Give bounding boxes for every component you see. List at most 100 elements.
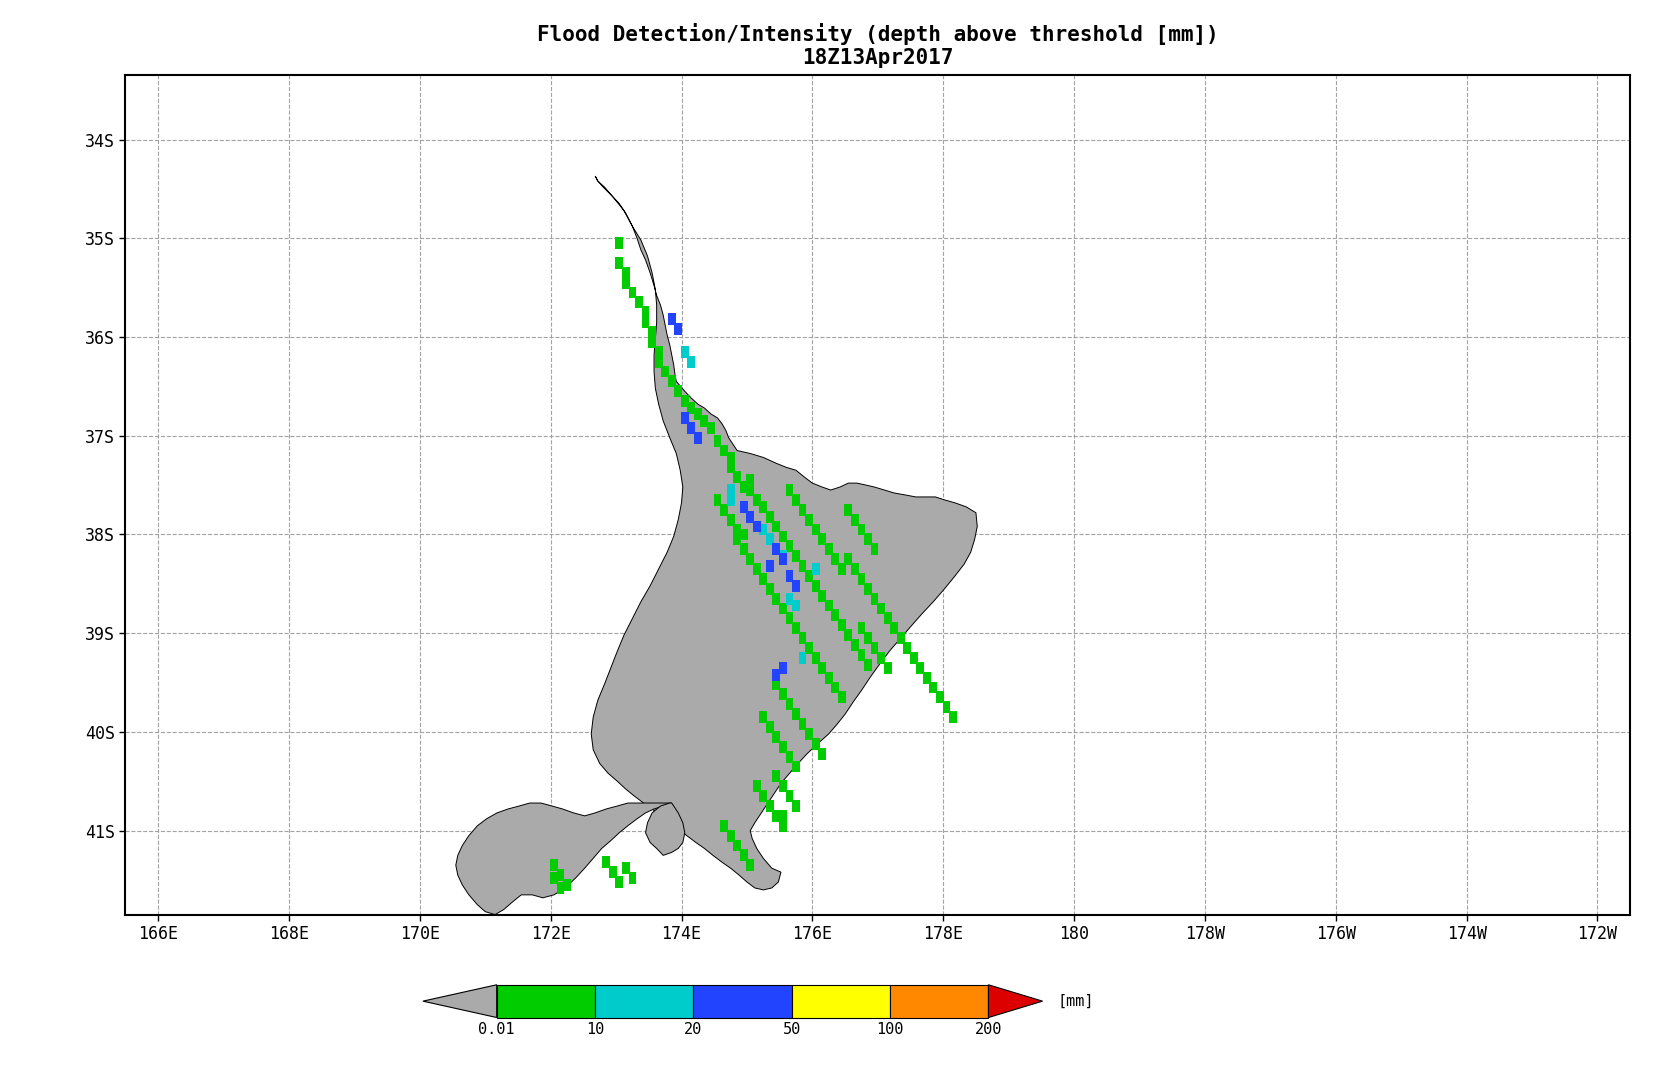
- Bar: [642, 307, 649, 318]
- Bar: [721, 504, 727, 515]
- Bar: [766, 561, 774, 572]
- Bar: [786, 751, 794, 763]
- Bar: [793, 801, 799, 812]
- Bar: [642, 316, 649, 328]
- Bar: [786, 790, 794, 802]
- Bar: [766, 511, 774, 523]
- Bar: [772, 679, 781, 691]
- Bar: [799, 561, 806, 572]
- Bar: [896, 633, 905, 645]
- Bar: [884, 662, 891, 674]
- Bar: [950, 711, 956, 723]
- Bar: [615, 876, 624, 888]
- Bar: [766, 583, 774, 595]
- Bar: [602, 856, 610, 868]
- Bar: [694, 985, 793, 1018]
- Bar: [864, 583, 871, 595]
- Bar: [772, 521, 781, 533]
- Bar: [824, 599, 833, 611]
- Bar: [786, 698, 794, 710]
- Text: 0.01: 0.01: [478, 1022, 515, 1037]
- Bar: [838, 692, 846, 704]
- Bar: [550, 860, 558, 872]
- Text: 10: 10: [585, 1022, 604, 1037]
- Bar: [786, 540, 794, 552]
- Bar: [806, 642, 813, 654]
- Bar: [635, 297, 644, 309]
- Bar: [793, 550, 799, 562]
- Bar: [793, 494, 799, 506]
- Bar: [739, 528, 747, 540]
- Bar: [838, 563, 846, 575]
- Bar: [629, 286, 637, 298]
- Bar: [779, 603, 788, 614]
- Text: 50: 50: [782, 1022, 801, 1037]
- Bar: [818, 590, 826, 601]
- Bar: [884, 612, 891, 624]
- Bar: [793, 708, 799, 720]
- Text: 200: 200: [975, 1022, 1002, 1037]
- Bar: [759, 572, 767, 585]
- Bar: [667, 376, 675, 387]
- Bar: [727, 494, 734, 506]
- Bar: [878, 603, 884, 614]
- Bar: [864, 534, 871, 546]
- Bar: [674, 385, 682, 397]
- Bar: [779, 530, 788, 542]
- Bar: [903, 642, 911, 654]
- Bar: [806, 570, 813, 582]
- Bar: [759, 711, 767, 723]
- Bar: [786, 484, 794, 496]
- Bar: [818, 662, 826, 674]
- Bar: [779, 820, 788, 832]
- Bar: [779, 553, 788, 565]
- Bar: [871, 593, 878, 605]
- Bar: [649, 336, 655, 348]
- Bar: [629, 873, 637, 884]
- Bar: [844, 504, 853, 515]
- Bar: [752, 521, 761, 533]
- Bar: [811, 738, 819, 750]
- Bar: [793, 580, 799, 592]
- Bar: [746, 475, 754, 486]
- Bar: [759, 790, 767, 802]
- Bar: [772, 731, 781, 742]
- Bar: [655, 345, 662, 357]
- Bar: [851, 639, 859, 651]
- Bar: [851, 513, 859, 525]
- Polygon shape: [988, 985, 1043, 1018]
- Bar: [687, 422, 696, 434]
- Bar: [674, 323, 682, 335]
- Bar: [824, 671, 833, 683]
- Bar: [936, 692, 945, 704]
- Bar: [739, 543, 747, 555]
- Bar: [806, 728, 813, 740]
- Bar: [609, 866, 617, 878]
- Bar: [890, 622, 898, 634]
- Bar: [858, 524, 866, 536]
- Bar: [793, 622, 799, 634]
- Bar: [734, 471, 741, 483]
- Bar: [727, 830, 734, 841]
- Bar: [681, 412, 689, 424]
- Bar: [772, 543, 781, 555]
- Bar: [727, 452, 734, 464]
- Bar: [687, 402, 696, 414]
- Bar: [615, 237, 624, 250]
- Bar: [550, 873, 558, 884]
- Bar: [752, 563, 761, 575]
- Bar: [864, 633, 871, 645]
- Bar: [667, 313, 675, 325]
- Bar: [727, 513, 734, 525]
- Bar: [818, 748, 826, 760]
- Bar: [622, 277, 630, 288]
- Bar: [779, 689, 788, 700]
- Bar: [858, 622, 866, 634]
- Bar: [930, 681, 938, 693]
- Bar: [714, 435, 721, 447]
- Bar: [858, 649, 866, 661]
- Bar: [818, 534, 826, 546]
- Polygon shape: [456, 803, 672, 915]
- Bar: [694, 431, 702, 443]
- Bar: [721, 444, 727, 456]
